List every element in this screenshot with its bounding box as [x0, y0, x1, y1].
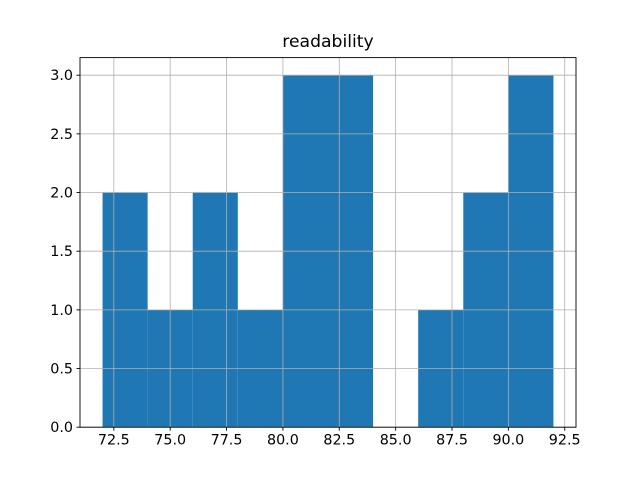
- x-tick-label: 85.0: [380, 433, 412, 449]
- x-tick-label: 87.5: [436, 433, 468, 449]
- x-tick-label: 92.5: [549, 433, 581, 449]
- y-tick-label: 1.5: [50, 244, 73, 260]
- chart-title: readability: [282, 32, 373, 52]
- plot-border: [79, 57, 577, 428]
- y-tick-label: 2.5: [50, 127, 73, 143]
- y-tick-label: 1.0: [50, 303, 73, 319]
- x-tick-label: 80.0: [267, 433, 299, 449]
- y-tick-label: 2.0: [50, 186, 73, 202]
- x-tick-label: 72.5: [98, 433, 130, 449]
- y-tick-label: 3.0: [50, 68, 73, 84]
- x-tick-label: 82.5: [323, 433, 355, 449]
- x-tick-label: 77.5: [211, 433, 243, 449]
- y-tick-label: 0.0: [50, 420, 73, 436]
- x-tick-label: 75.0: [154, 433, 186, 449]
- y-tick-label: 0.5: [50, 362, 73, 378]
- x-tick-label: 90.0: [492, 433, 524, 449]
